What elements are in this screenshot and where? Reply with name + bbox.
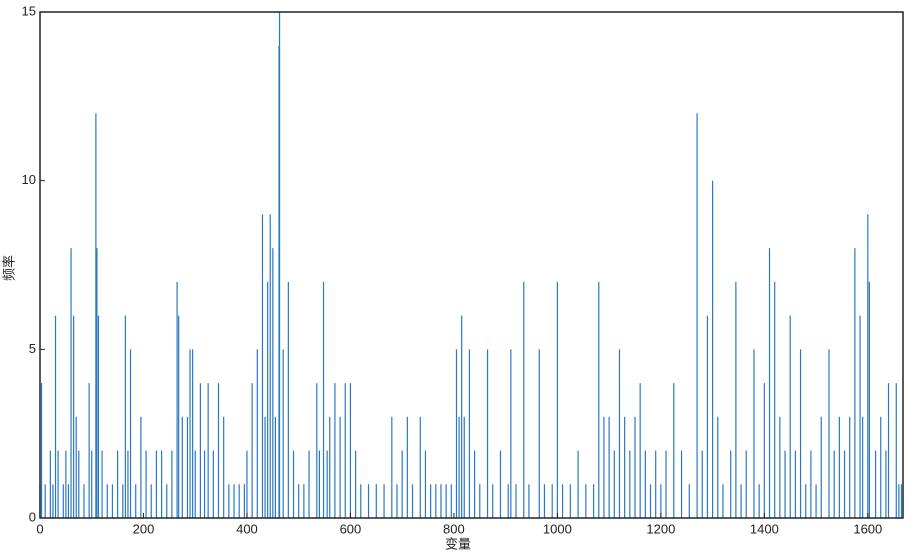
x-tick-label: 0 [36, 521, 43, 536]
x-axis-label: 变量 [445, 536, 471, 551]
y-tick-label: 0 [29, 509, 36, 524]
x-tick-label: 800 [443, 521, 465, 536]
plot-frame [39, 11, 904, 519]
x-tick-label: 1400 [750, 521, 779, 536]
y-axis-label: 频率 [1, 255, 16, 281]
y-tick-label: 5 [29, 341, 36, 356]
x-tick-label: 1200 [646, 521, 675, 536]
x-tick-label: 600 [340, 521, 362, 536]
x-tick-label: 200 [133, 521, 155, 536]
x-tick-label: 1000 [543, 521, 572, 536]
x-tick-label: 400 [236, 521, 258, 536]
y-tick-label: 15 [22, 3, 36, 18]
x-tick-label: 1600 [853, 521, 882, 536]
y-tick-label: 10 [22, 172, 36, 187]
